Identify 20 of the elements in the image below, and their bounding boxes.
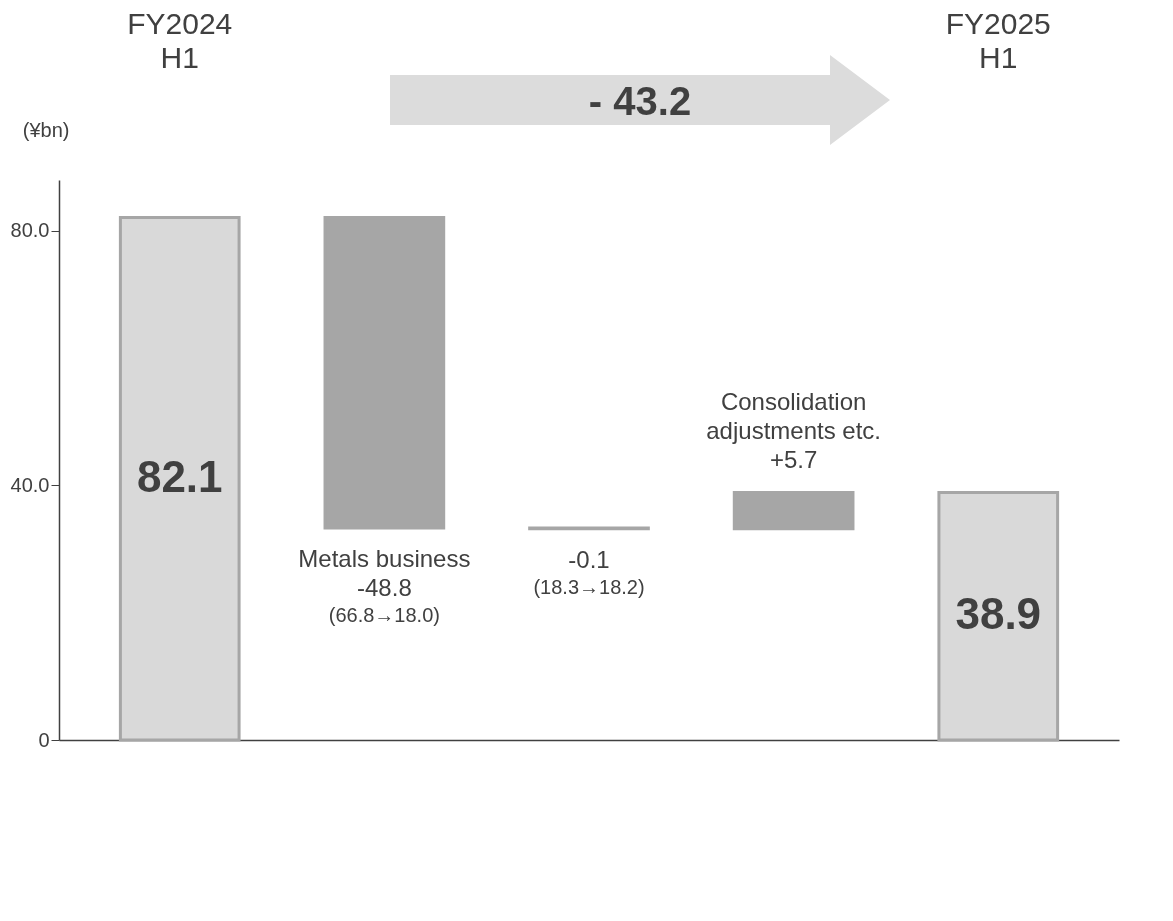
y-tick-label: 0 — [38, 728, 50, 751]
y-tick-label: 80.0 — [10, 219, 50, 242]
data-label: -48.8 — [357, 574, 412, 602]
y-axis-title: (¥bn) — [22, 118, 70, 141]
data-label: -0.1 — [568, 545, 610, 573]
bar — [937, 490, 1060, 742]
annotation: (66.8→18.0) — [328, 604, 440, 627]
annotation: (18.3→18.2) — [533, 575, 645, 598]
x-tick-label: Consolidation adjustments etc. — [706, 388, 882, 445]
data-label: 82.1 — [136, 451, 223, 501]
bar — [323, 216, 446, 530]
x-tick-label: FY2024 H1 — [127, 7, 233, 74]
bar — [732, 490, 855, 531]
data-label: 38.9 — [955, 589, 1042, 639]
data-label: +5.7 — [769, 446, 818, 474]
x-tick-label: Metals business — [298, 545, 471, 573]
x-tick-label: FY2025 H1 — [945, 7, 1051, 74]
y-tick-label: 40.0 — [10, 473, 50, 496]
text: - 43.2 — [588, 79, 692, 123]
bar — [118, 216, 241, 742]
